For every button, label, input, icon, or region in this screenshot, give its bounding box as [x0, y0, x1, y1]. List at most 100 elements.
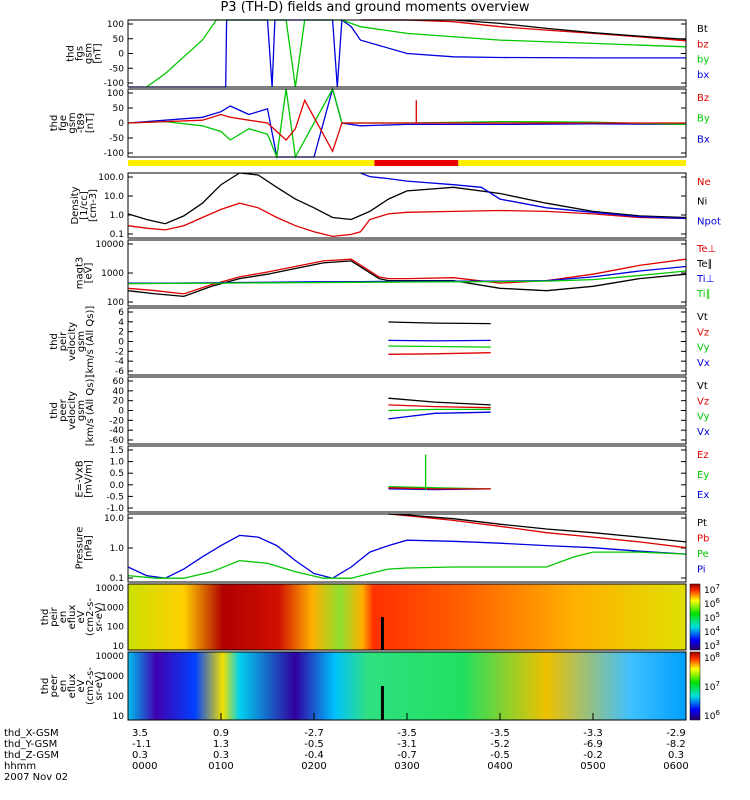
colorbar-label-peir_en: 106: [704, 597, 720, 610]
ytick-label-efield: 0.0: [110, 481, 125, 491]
series-fgs-by: [146, 19, 687, 88]
ytick-label-temp: 100: [107, 298, 124, 308]
footer-value: -3.3: [583, 728, 603, 739]
footer-label: thd_Z-GSM: [4, 750, 59, 761]
footer-value: 0400: [487, 761, 512, 772]
panel-frame-peir: [127, 307, 687, 376]
panel-frame-peer: [127, 376, 687, 445]
footer-value: 0500: [580, 761, 605, 772]
ytick-label-fgs: 100: [107, 20, 124, 30]
ytick-label-fge: -50: [109, 134, 124, 144]
ytick-label-peir: 4: [118, 318, 124, 328]
ytick-label-peer: -40: [109, 426, 124, 436]
footer-value: 0.3: [668, 750, 684, 761]
legend-peir: Vy: [697, 343, 710, 354]
series-peer-Vy: [388, 408, 491, 412]
ylabel-efield: E=-VxB[mV/m]: [75, 460, 95, 498]
series-density-Ni: [127, 172, 687, 225]
ylabel-pressure: Pressure[nPa]: [75, 527, 95, 570]
legend-pressure: Pt: [697, 518, 707, 529]
legend-peir: Vz: [697, 327, 709, 338]
ylabel-peir: thdpeirvelocitygsm[km/s (All Qs)]: [49, 306, 96, 378]
footer-value: -0.5: [490, 750, 510, 761]
ytick-label-fge: 0: [118, 119, 124, 129]
colorbar-peir_en: [689, 583, 701, 651]
legend-density: Npot: [697, 216, 721, 227]
footer-value: -3.5: [490, 728, 510, 739]
series-fgs-Bt: [360, 19, 687, 41]
series-density-Ne: [127, 202, 687, 238]
legend-density: Ne: [697, 177, 711, 188]
footer-value: 0300: [394, 761, 419, 772]
legend-temp: Te⊥: [696, 244, 716, 255]
ytick-label-peir: -6: [115, 367, 124, 377]
ytick-label-density: 10.0: [104, 192, 124, 202]
region-bar-highlight: [374, 160, 459, 166]
footer-value: 0.3: [132, 750, 148, 761]
series-fgs-bz: [360, 19, 687, 42]
ytick-label-fgs: 0: [118, 50, 124, 60]
ylabel-peir_en: thdpeirenefluxeV(cm2-s-sr-eV): [40, 598, 105, 636]
footer-value: -2.7: [304, 728, 324, 739]
ytick-label-peer: -60: [109, 436, 124, 446]
legend-pressure: Pi: [697, 565, 706, 576]
ylabel-peer: thdpeervelocitygsm[km/s (All Qs)]: [49, 375, 96, 447]
footer-value: -0.5: [304, 739, 324, 750]
ytick-label-peir_en: 10000: [95, 584, 124, 594]
legend-temp: Ti⊥: [696, 274, 714, 285]
footer-value: 0000: [132, 761, 157, 772]
colorbar-label-peir_en: 107: [704, 583, 720, 596]
ytick-label-peir: 6: [118, 308, 124, 318]
ytick-label-peir_en: 100: [107, 623, 124, 633]
ytick-label-efield: 1.5: [110, 446, 124, 456]
footer-value: -0.7: [397, 750, 417, 761]
panel-frame-fge: [127, 88, 687, 158]
footer-value: -6.9: [583, 739, 603, 750]
colorbar-label-peir_en: 105: [704, 611, 720, 624]
footer-value: -3.1: [397, 739, 417, 750]
footer-value: -8.2: [666, 739, 686, 750]
legend-fgs: bx: [697, 70, 709, 81]
heatmap-peir_en: [128, 584, 686, 650]
panel-frame-temp: [127, 239, 687, 307]
ytick-label-peir: -4: [115, 357, 124, 367]
series-pressure-Pt: [388, 513, 687, 543]
series-efield-Ez: [388, 487, 491, 490]
data-gap-peir_en: [380, 617, 384, 650]
ytick-label-peer_en: 100: [107, 692, 124, 702]
footer-value: -2.9: [666, 728, 686, 739]
ytick-label-fge: 100: [107, 89, 124, 99]
legend-efield: Ez: [697, 450, 709, 461]
colorbar-peer_en: [689, 651, 701, 721]
footer-date: 2007 Nov 02: [4, 772, 68, 783]
ylabel-temp: magt3[eV]: [75, 257, 95, 290]
ylabel-peer_en: thdpeerenefluxeV(cm2-s-sr-eV): [40, 667, 105, 705]
series-peer-Vt: [388, 397, 491, 406]
legend-fgs: bz: [697, 39, 709, 50]
legend-fgs: Bt: [697, 24, 708, 35]
panel-frame-fgs: [127, 19, 687, 88]
footer-value: 0600: [663, 761, 688, 772]
ytick-label-efield: 1.0: [110, 458, 125, 468]
ytick-label-peir: 2: [118, 328, 124, 338]
ytick-label-efield: -0.5: [106, 492, 124, 502]
legend-peer: Vt: [697, 381, 708, 392]
footer-value: 0.9: [213, 728, 229, 739]
legend-fgs: by: [697, 55, 709, 66]
footer-label: thd_Y-GSM: [4, 739, 57, 750]
panel-frame-efield: [127, 445, 687, 513]
series-peer-Vz: [388, 404, 491, 409]
panel-frame-density: [127, 172, 687, 239]
series-peer-Vx: [388, 411, 491, 420]
ytick-label-peer_en: 10: [113, 712, 125, 722]
ytick-label-peer: -20: [109, 416, 124, 426]
ylabel-fge: thdfgegsm-t89[nT]: [49, 112, 96, 133]
series-temp-Te_perp: [127, 258, 687, 295]
chart-title: P3 (TH-D) fields and ground moments over…: [220, 0, 530, 15]
series-pressure-Pb: [388, 513, 687, 549]
legend-fge: Bx: [697, 134, 710, 145]
series-peir-Vt: [388, 321, 491, 325]
legend-efield: Ey: [697, 470, 709, 481]
ytick-label-efield: 0.5: [110, 469, 124, 479]
